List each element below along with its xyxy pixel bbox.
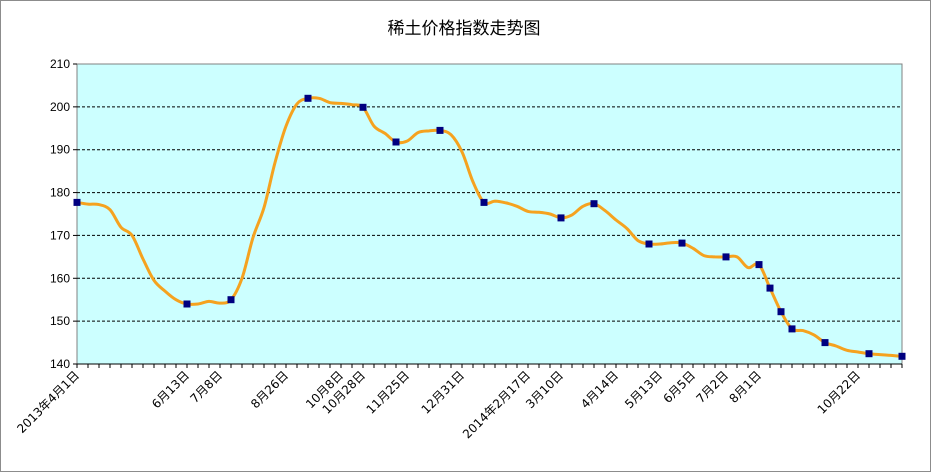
x-tick-label: 12月31日	[419, 368, 467, 416]
y-tick-label: 200	[50, 100, 70, 114]
data-point	[227, 296, 235, 304]
x-tick-label: 2014年2月17日	[460, 368, 533, 441]
data-point	[898, 352, 906, 360]
x-tick-label: 2013年4月1日	[14, 368, 82, 436]
y-tick-label: 190	[50, 143, 70, 157]
x-tick-label: 6月13日	[149, 368, 192, 411]
plot-area	[76, 63, 903, 365]
x-tick-label: 11月25日	[364, 368, 412, 416]
data-point	[777, 308, 785, 316]
data-point	[359, 103, 367, 111]
y-tick-label: 140	[50, 357, 70, 371]
data-point	[645, 240, 653, 248]
data-point	[557, 214, 565, 222]
x-tick-label: 7月8日	[187, 368, 225, 406]
x-tick-label: 6月5日	[660, 368, 698, 406]
data-point	[722, 253, 730, 261]
y-tick-label: 160	[50, 271, 70, 285]
series-line	[75, 96, 904, 358]
data-point	[865, 350, 873, 358]
data-point	[821, 339, 829, 347]
data-point	[436, 126, 444, 134]
y-tick-label: 170	[50, 228, 70, 242]
y-axis: 140 150 160 170 180 190 200 210	[50, 57, 77, 371]
data-point	[480, 198, 488, 206]
data-point	[590, 200, 598, 208]
y-tick-label: 180	[50, 186, 70, 200]
series-layer	[73, 94, 906, 360]
x-tick-label: 5月13日	[622, 368, 665, 411]
x-tick-label: 8月26日	[248, 368, 291, 411]
data-point	[755, 261, 763, 269]
data-point	[304, 94, 312, 102]
data-point	[183, 300, 191, 308]
x-tick-label: 8月1日	[726, 368, 764, 406]
data-point	[766, 284, 774, 292]
y-tick-label: 150	[50, 314, 70, 328]
data-point	[788, 325, 796, 333]
x-tick-label: 10月22日	[815, 368, 863, 416]
x-tick-label: 4月14日	[578, 368, 621, 411]
chart-title: 稀土价格指数走势图	[388, 19, 541, 39]
x-tick-label: 7月2日	[693, 368, 731, 406]
y-tick-label: 210	[50, 57, 70, 71]
data-point	[392, 138, 400, 146]
data-point	[73, 198, 81, 206]
data-point	[678, 239, 686, 247]
